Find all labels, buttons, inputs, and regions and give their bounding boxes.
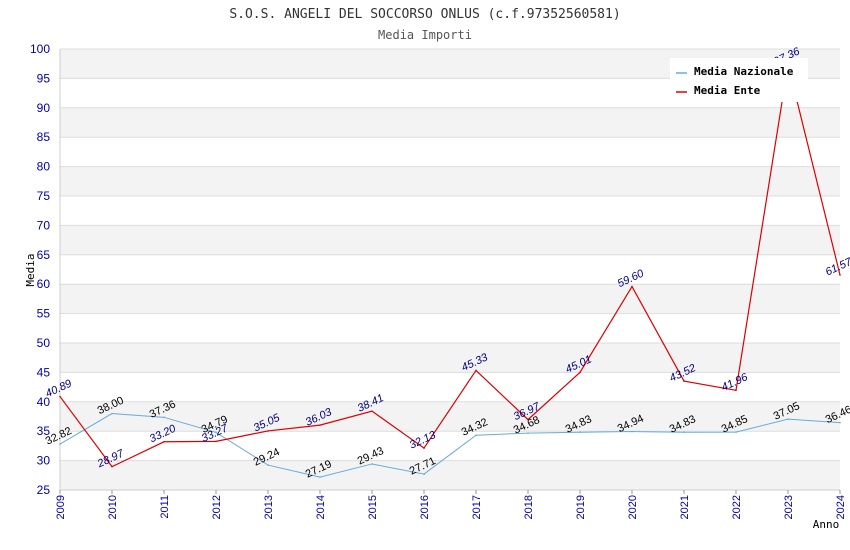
- grid-band: [60, 225, 840, 255]
- y-tick-label: 75: [37, 189, 51, 203]
- data-point: [371, 410, 373, 412]
- y-tick-label: 55: [37, 307, 51, 321]
- plot-grid-bands: [60, 49, 840, 490]
- y-tick-label: 90: [37, 101, 51, 115]
- data-point: [111, 465, 113, 468]
- data-point: [59, 395, 61, 398]
- data-point: [683, 380, 685, 382]
- series-line-media-ente: [59, 64, 841, 468]
- chart-title: S.O.S. ANGELI DEL SOCCORSO ONLUS (c.f.97…: [229, 7, 620, 22]
- data-point: [215, 431, 217, 434]
- y-tick-label: 45: [37, 365, 51, 379]
- y-axis-label: Media: [24, 253, 37, 286]
- data-point: [111, 412, 113, 415]
- chart-subtitle: Media Importi: [378, 28, 472, 42]
- y-tick-label: 25: [37, 483, 51, 497]
- x-tick-label: 2014: [315, 495, 327, 519]
- y-tick-label: 40: [37, 395, 51, 409]
- x-tick-label: 2009: [55, 495, 67, 519]
- data-point: [579, 431, 581, 433]
- x-axis-label: Anno: [813, 518, 840, 531]
- legend: Media Nazionale Media Ente: [670, 58, 808, 102]
- grid-band: [60, 107, 840, 138]
- data-point: [579, 371, 581, 374]
- x-tick-label: 2018: [523, 495, 535, 519]
- y-tick-label: 60: [37, 277, 51, 291]
- data-point: [423, 473, 425, 475]
- y-tick-label: 80: [37, 160, 51, 174]
- x-tick-label: 2016: [419, 495, 431, 519]
- x-tick-label: 2010: [107, 495, 119, 519]
- data-point: [631, 285, 633, 288]
- x-tick-label: 2013: [263, 495, 275, 519]
- data-point: [527, 432, 529, 434]
- data-point: [267, 430, 269, 432]
- data-point: [735, 389, 737, 392]
- data-point: [527, 418, 529, 421]
- x-axis-ticks: 2009 2010 2011 2012 2013 2014 2015 2016 2017 2018…: [55, 490, 847, 519]
- data-point: [683, 431, 685, 433]
- data-point: [163, 440, 165, 443]
- data-label: 40.89: [44, 378, 74, 401]
- data-point: [319, 424, 321, 426]
- x-tick-label: 2022: [731, 495, 743, 519]
- y-tick-label: 50: [37, 336, 51, 350]
- x-tick-label: 2021: [679, 495, 691, 519]
- data-point: [163, 416, 165, 419]
- y-tick-label: 35: [37, 424, 51, 438]
- data-point: [475, 434, 477, 436]
- data-point: [423, 447, 425, 449]
- data-point: [787, 418, 789, 420]
- x-tick-label: 2012: [211, 495, 223, 519]
- data-point: [371, 463, 373, 465]
- grid-band: [60, 460, 840, 490]
- x-tick-label: 2024: [835, 495, 847, 519]
- series-line-media-nazionale: [59, 413, 841, 478]
- y-tick-label: 100: [30, 42, 50, 56]
- grid-band: [60, 343, 840, 373]
- y-tick-label: 65: [37, 248, 51, 262]
- y-tick-label: 85: [37, 130, 51, 144]
- data-point: [839, 421, 841, 424]
- data-point: [735, 431, 737, 433]
- data-point: [59, 443, 61, 445]
- grid-band: [60, 166, 840, 196]
- grid-band: [60, 284, 840, 314]
- y-tick-label: 30: [37, 454, 51, 468]
- x-tick-label: 2015: [367, 495, 379, 519]
- legend-label-media-nazionale: Media Nazionale: [694, 65, 794, 78]
- legend-box: [670, 58, 808, 102]
- x-tick-label: 2019: [575, 495, 587, 519]
- x-tick-label: 2020: [627, 495, 639, 519]
- data-point: [215, 440, 217, 443]
- y-tick-label: 70: [37, 218, 51, 232]
- data-point: [631, 430, 633, 433]
- data-point: [267, 464, 269, 466]
- x-tick-label: 2023: [783, 495, 795, 519]
- x-tick-label: 2017: [471, 495, 483, 519]
- data-label: 61.57: [824, 256, 850, 279]
- data-point: [475, 369, 477, 372]
- data-point: [839, 274, 841, 276]
- data-point: [319, 476, 321, 478]
- y-axis-ticks: 25 30 35 40 45 50 55 60 65 70 75 80 85 90 95 100: [30, 42, 50, 497]
- grid-band: [60, 401, 840, 432]
- y-tick-label: 95: [37, 71, 51, 85]
- x-tick-label: 2011: [159, 495, 171, 519]
- legend-label-media-ente: Media Ente: [694, 84, 761, 97]
